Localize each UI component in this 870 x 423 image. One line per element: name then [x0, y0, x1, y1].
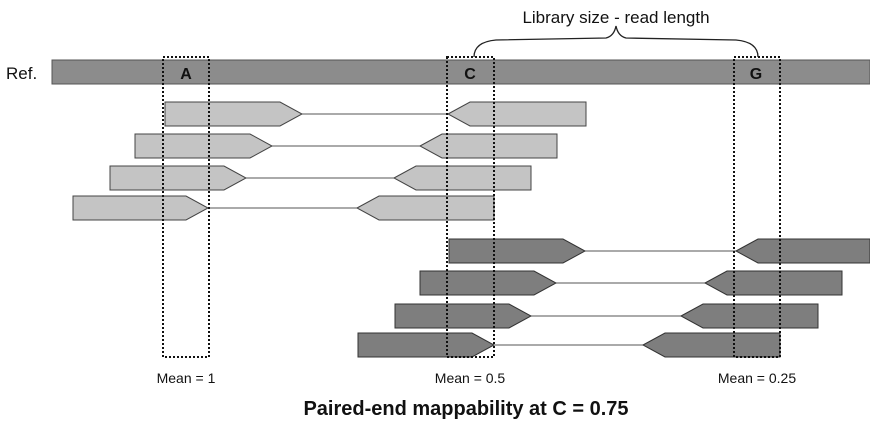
read-pair [109, 165, 532, 191]
reverse-read [703, 270, 843, 296]
position-box-a [162, 56, 210, 358]
forward-read [134, 133, 274, 159]
mean-label-g: Mean = 0.25 [718, 370, 796, 386]
read-pair [448, 238, 870, 264]
reverse-read [679, 303, 819, 329]
read-pair [72, 195, 495, 221]
position-letter-c: C [464, 66, 476, 83]
mean-label-a: Mean = 1 [157, 370, 216, 386]
position-box-g [733, 56, 781, 358]
forward-read [448, 238, 587, 264]
forward-read [109, 165, 248, 191]
library-size-brace [473, 25, 759, 58]
reference-label: Ref. [6, 64, 37, 83]
brace-label: Library size - read length [522, 8, 709, 27]
mean-label-c: Mean = 0.5 [435, 370, 506, 386]
position-letter-a: A [180, 66, 192, 83]
forward-read [419, 270, 558, 296]
reverse-read [446, 101, 587, 127]
forward-read [394, 303, 533, 329]
read-pair [394, 303, 819, 329]
reverse-read [734, 238, 870, 264]
read-pair [419, 270, 843, 296]
reverse-read [641, 332, 781, 358]
position-box-c [446, 56, 495, 358]
position-letter-g: G [750, 66, 762, 83]
reverse-read [355, 195, 495, 221]
forward-read [357, 332, 496, 358]
read-pair [357, 332, 781, 358]
reverse-read [392, 165, 532, 191]
reverse-read [418, 133, 558, 159]
forward-read [164, 101, 304, 127]
read-pair [164, 101, 587, 127]
forward-read [72, 195, 210, 221]
caption: Paired-end mappability at C = 0.75 [303, 398, 628, 420]
reference-bar [51, 59, 870, 85]
read-pair [134, 133, 558, 159]
